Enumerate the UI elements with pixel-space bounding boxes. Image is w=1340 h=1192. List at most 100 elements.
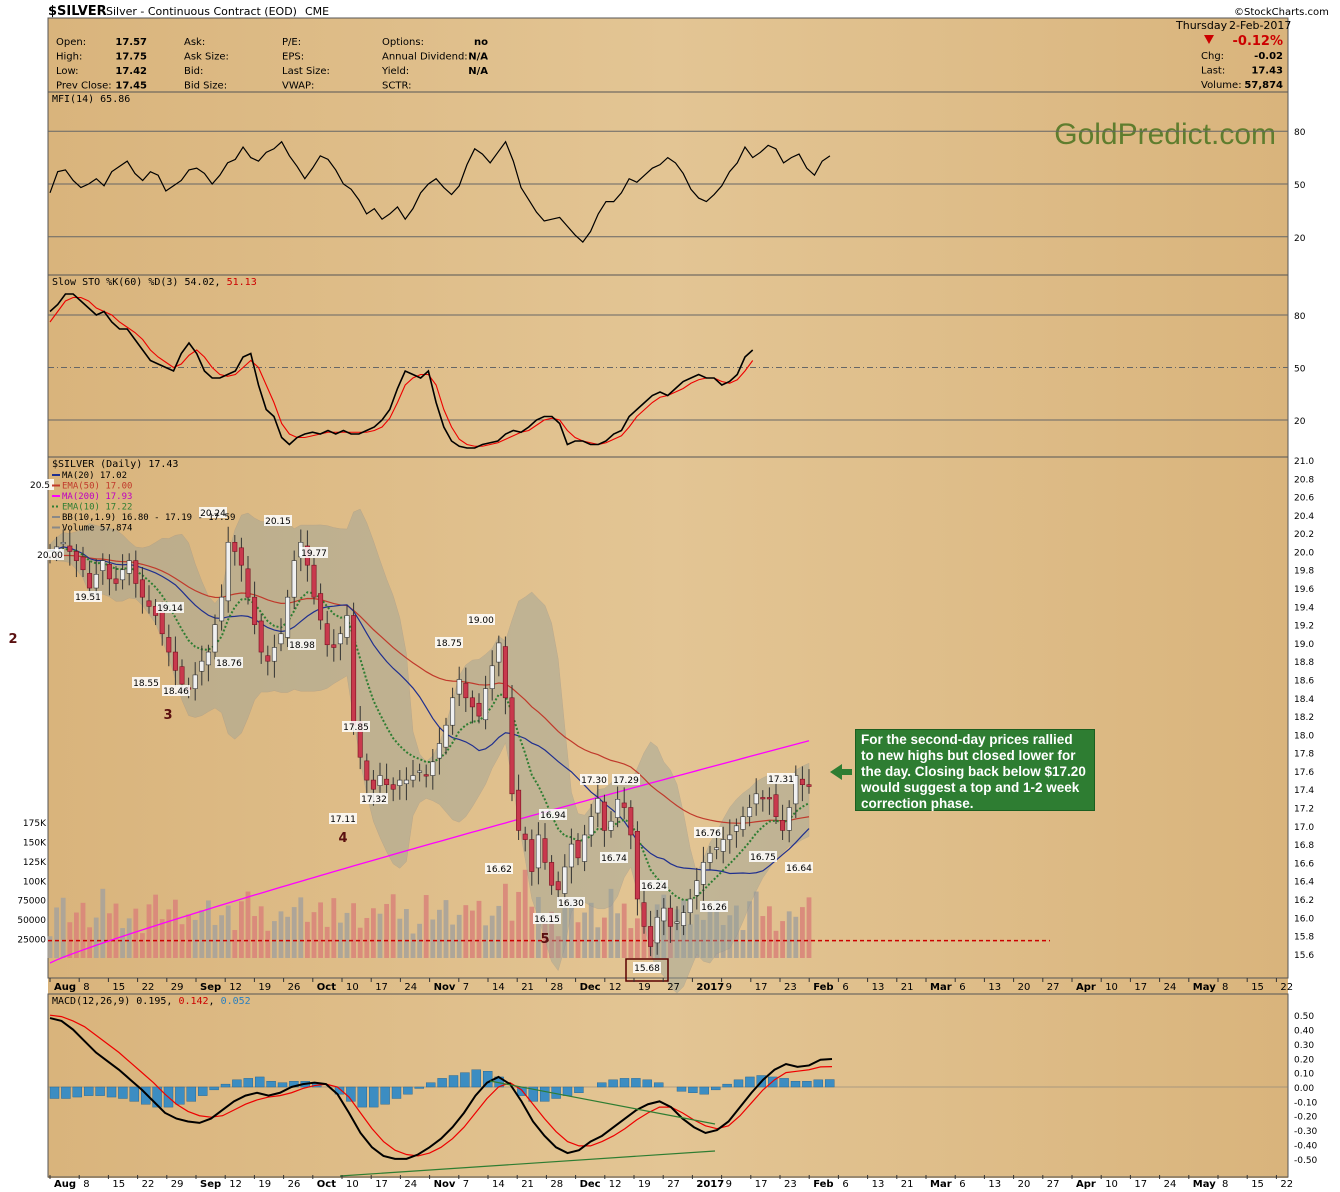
legend-entry: MA(200) 17.93 [62, 492, 132, 502]
price-label: 18.76 [216, 659, 242, 669]
candle-body [483, 688, 489, 721]
price-label-bg [640, 880, 668, 891]
quote-label: VWAP: [282, 81, 314, 92]
x-tick-label: 17 [375, 1179, 388, 1190]
x-tick-label: 27 [667, 982, 680, 993]
price-label-bg [199, 507, 227, 518]
price-label-bg [600, 852, 628, 863]
macd-histogram-bar [266, 1081, 276, 1088]
sto-d-line [49, 296, 754, 447]
candle-body [384, 778, 390, 785]
legend-entry: Volume 57,874 [62, 524, 132, 534]
price-label: 19.00 [468, 616, 494, 626]
volume-bar [734, 905, 739, 958]
x-axis-top: Aug 8 15 22 29 Sep 12 19 26 Oct 10 17 24 Nov 7 14 21 28 De… [49, 978, 1293, 993]
candle-body [747, 807, 753, 817]
macd-histogram-bar [460, 1072, 470, 1088]
price-label-bg [700, 901, 728, 912]
macd-histogram-bar [232, 1079, 242, 1088]
x-tick-label: Oct [317, 982, 336, 993]
bollinger-band [49, 508, 810, 994]
macd-histogram-bar [813, 1079, 823, 1088]
volume-tick-label: 175K [23, 819, 47, 829]
price-label-bg [342, 721, 370, 732]
x-tick-label: Nov [434, 1179, 456, 1190]
x-tick-label: 6 [959, 1179, 965, 1190]
candle-body [126, 560, 132, 574]
quote-value: 17.45 [115, 81, 147, 92]
candle-body [562, 866, 568, 894]
y-tick-label: 0.00 [1294, 1084, 1314, 1094]
sto-title: Slow STO %K(60) %D(3) 54.02, 51.13 [52, 277, 257, 288]
price-label: 18.75 [436, 639, 462, 649]
candle-body [377, 775, 383, 786]
y-tick-label: 16.8 [1294, 841, 1314, 851]
price-label: 16.62 [486, 865, 512, 875]
volume-bar [747, 901, 752, 958]
x-tick-label: 28 [550, 982, 563, 993]
x-tick-label: 26 [288, 1179, 301, 1190]
annotation-box: For the second-day prices rallied to new… [855, 729, 1095, 811]
y-tick-label: 0.20 [1294, 1055, 1314, 1065]
candle-body [681, 912, 687, 926]
quote-label: Last: [1201, 66, 1225, 77]
y-tick-label: 20.2 [1294, 530, 1314, 540]
x-tick-label: 21 [901, 982, 914, 993]
candle-body [311, 564, 317, 598]
x-tick-label: 15 [1251, 1179, 1264, 1190]
volume-bar [74, 912, 79, 958]
y-tick-label: 19.0 [1294, 640, 1314, 650]
x-tick-label: Sep [200, 1179, 221, 1190]
volume-bar [107, 913, 112, 958]
y-tick-label: 80 [1294, 128, 1306, 138]
macd-histogram-bar [631, 1078, 641, 1088]
volume-bar [265, 930, 271, 958]
volume-bar [351, 903, 356, 958]
quote-label: High: [56, 52, 82, 63]
legend-entry: BB(10,1.9) 16.80 - 17.19 - 17.59 [62, 513, 235, 523]
volume-bar [694, 914, 700, 958]
macd-histogram-bar [72, 1086, 83, 1098]
candle-body [549, 862, 555, 886]
candle-body [423, 774, 429, 777]
volume-bar [146, 904, 152, 958]
x-tick-label: 14 [492, 982, 505, 993]
volume-bar [489, 915, 495, 958]
x-tick-label: Feb [813, 982, 833, 993]
x-tick-label: Aug [54, 1179, 76, 1190]
volume-bar [727, 915, 733, 958]
x-tick-label: May [1193, 982, 1216, 993]
macd-histogram-bar [254, 1076, 265, 1088]
candle-body [773, 794, 779, 817]
macd-histogram-bar [357, 1086, 367, 1108]
ma200-line [49, 740, 810, 964]
x-tick-label: May [1193, 1179, 1216, 1190]
volume-bar [575, 922, 581, 958]
candle-body [806, 784, 812, 787]
x-tick-label: 10 [1105, 1179, 1118, 1190]
candle-body [179, 666, 185, 685]
quote-value: no [474, 37, 488, 48]
candle-body [232, 542, 238, 552]
price-label: 16.74 [601, 854, 627, 864]
candle-body [793, 775, 799, 805]
volume-bar [225, 905, 231, 958]
candle-body [430, 761, 436, 776]
macd-trendline-upper [489, 1080, 716, 1125]
volume-bar [272, 921, 277, 958]
volume-bar [60, 897, 66, 958]
candle-body [80, 556, 86, 571]
price-label: 16.94 [540, 811, 566, 821]
legend-entry: EMA(50) 17.00 [62, 482, 132, 492]
x-tick-label: 6 [842, 982, 848, 993]
price-label: 16.76 [695, 829, 721, 839]
macd-histogram-bar [95, 1086, 105, 1096]
candle-body [727, 834, 733, 840]
volume-bar [602, 917, 607, 958]
candle-body [133, 560, 139, 584]
macd-histogram-bar [186, 1086, 197, 1102]
x-tick-label: 22 [142, 982, 155, 993]
volume-bar [714, 900, 719, 958]
brand-logo: ©StockCharts.com [1234, 7, 1329, 18]
price-label-bg [557, 897, 585, 908]
